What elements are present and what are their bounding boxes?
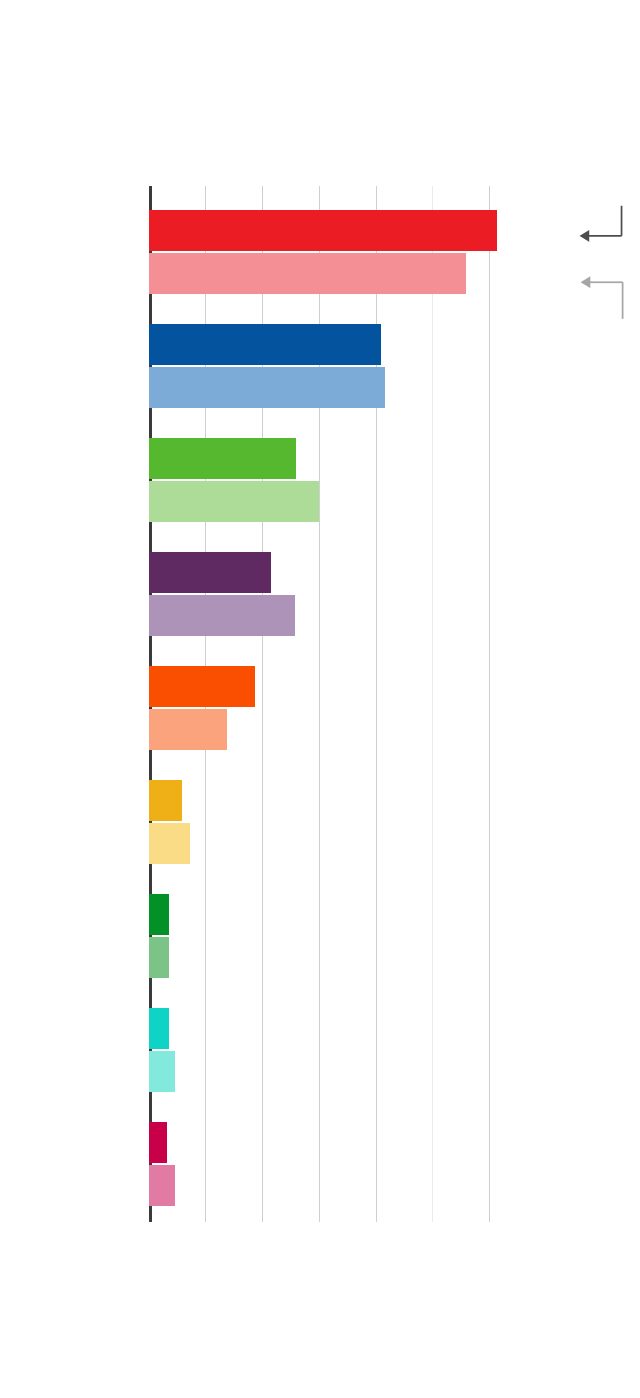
bar-16[interactable]: [149, 1051, 175, 1092]
bar-17[interactable]: [149, 1122, 167, 1163]
callout-annotations: [579, 205, 624, 319]
callout-arrow-secondary-head-icon: [580, 276, 591, 289]
bar-2[interactable]: [149, 253, 466, 294]
bar-15[interactable]: [149, 1008, 169, 1049]
bar-5[interactable]: [149, 438, 296, 479]
bar-18[interactable]: [149, 1165, 175, 1206]
bar-3[interactable]: [149, 324, 381, 365]
bar-6[interactable]: [149, 481, 319, 522]
gridline-3: [319, 186, 320, 1222]
bar-7[interactable]: [149, 552, 271, 593]
callout-arrow-primary-line: [588, 205, 623, 237]
bar-12[interactable]: [149, 823, 190, 864]
gridline-5: [432, 186, 433, 1222]
bar-9[interactable]: [149, 666, 255, 707]
bar-10[interactable]: [149, 709, 227, 750]
callout-arrow-secondary-line: [589, 281, 624, 319]
callout-arrow-secondary: [580, 276, 624, 319]
callout-arrow-primary-head-icon: [579, 230, 590, 242]
gridline-4: [376, 186, 377, 1222]
bar-14[interactable]: [149, 937, 169, 978]
gridline-2: [262, 186, 263, 1222]
gridline-6: [489, 186, 490, 1222]
callout-arrow-primary: [579, 205, 623, 242]
bar-11[interactable]: [149, 780, 182, 821]
bar-13[interactable]: [149, 894, 169, 935]
bar-8[interactable]: [149, 595, 295, 636]
bar-1[interactable]: [149, 210, 497, 251]
bar-4[interactable]: [149, 367, 385, 408]
